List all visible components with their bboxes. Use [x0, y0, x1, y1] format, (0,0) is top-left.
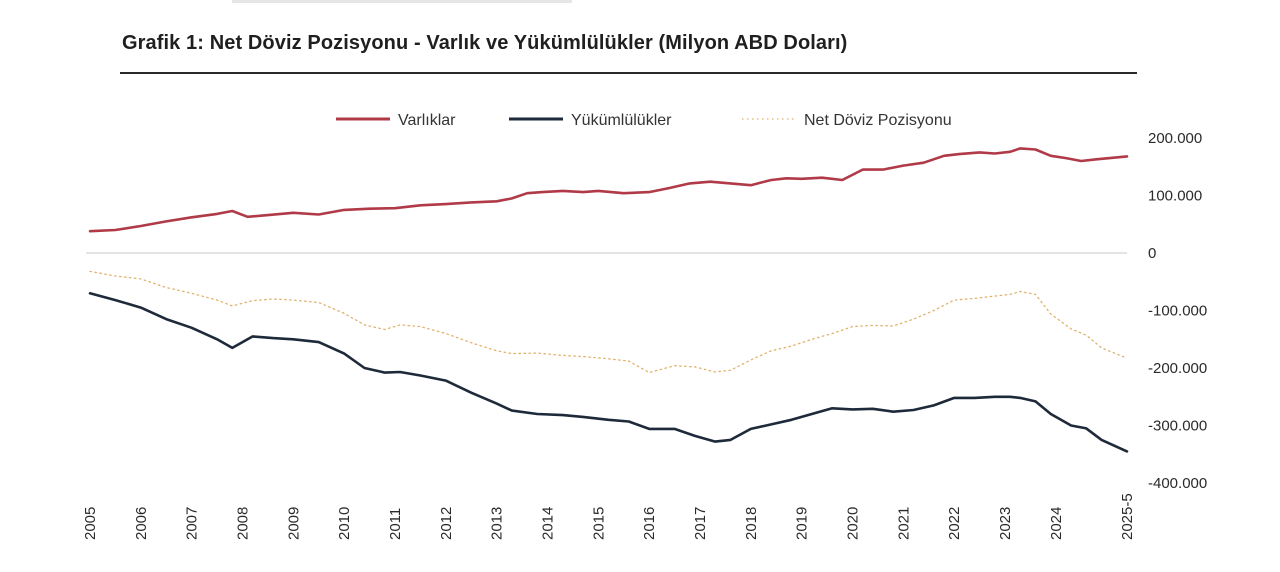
y-tick-label: -300.000: [1148, 418, 1207, 435]
x-tick-label: 2007: [184, 507, 201, 540]
legend-label: Varlıklar: [398, 112, 456, 129]
x-tick-label: 2019: [794, 507, 811, 540]
y-tick-label: 0: [1148, 245, 1156, 262]
cropped-previous-text-line: [232, 0, 572, 3]
x-tick-label: 2017: [692, 507, 709, 540]
x-tick-label: 2005: [82, 507, 99, 540]
series-line-varlıklar: [88, 147, 1129, 233]
x-tick-label: 2015: [590, 507, 607, 540]
x-tick-label: 2016: [641, 507, 658, 540]
y-tick-label: 100.000: [1148, 188, 1202, 205]
x-tick-label: 2025-5: [1119, 493, 1136, 540]
x-tick-label: 2014: [540, 507, 557, 540]
chart-legend: Varlıklar Yükümlülükler Net Döviz Pozisyon…: [336, 112, 952, 129]
x-tick-label: 2011: [387, 508, 404, 540]
x-tick-label: 2024: [1048, 507, 1065, 540]
x-tick-label: 2010: [336, 507, 353, 540]
series-line-yükümlülükler: [88, 291, 1129, 453]
x-tick-label: 2018: [743, 507, 760, 540]
y-tick-label: -100.000: [1148, 303, 1207, 320]
x-tick-label: 2020: [845, 507, 862, 540]
chart-axes: 200.000 100.000 0 -100.000 -200.000 -300.000 -…: [82, 130, 1207, 540]
x-tick-label: 2012: [438, 507, 455, 540]
x-tick-label: 2022: [946, 507, 963, 540]
series-line-net-döviz-pozisyonu: [89, 270, 1128, 374]
chart-title: Grafik 1: Net Döviz Pozisyonu - Varlık v…: [122, 32, 848, 54]
legend-label: Yükümlülükler: [571, 112, 672, 129]
y-tick-label: 200.000: [1148, 130, 1202, 147]
x-tick-label: 2006: [133, 507, 150, 540]
x-tick-label: 2008: [235, 507, 252, 540]
x-tick-label: 2023: [997, 507, 1014, 540]
x-tick-label: 2021: [895, 507, 912, 540]
x-tick-label: 2009: [285, 507, 302, 540]
chart-series: [88, 147, 1129, 453]
title-underline: [120, 72, 1137, 74]
legend-label: Net Döviz Pozisyonu: [804, 112, 952, 129]
y-tick-label: -200.000: [1148, 360, 1207, 377]
y-tick-label: -400.000: [1148, 475, 1207, 492]
x-tick-label: 2013: [489, 507, 506, 540]
